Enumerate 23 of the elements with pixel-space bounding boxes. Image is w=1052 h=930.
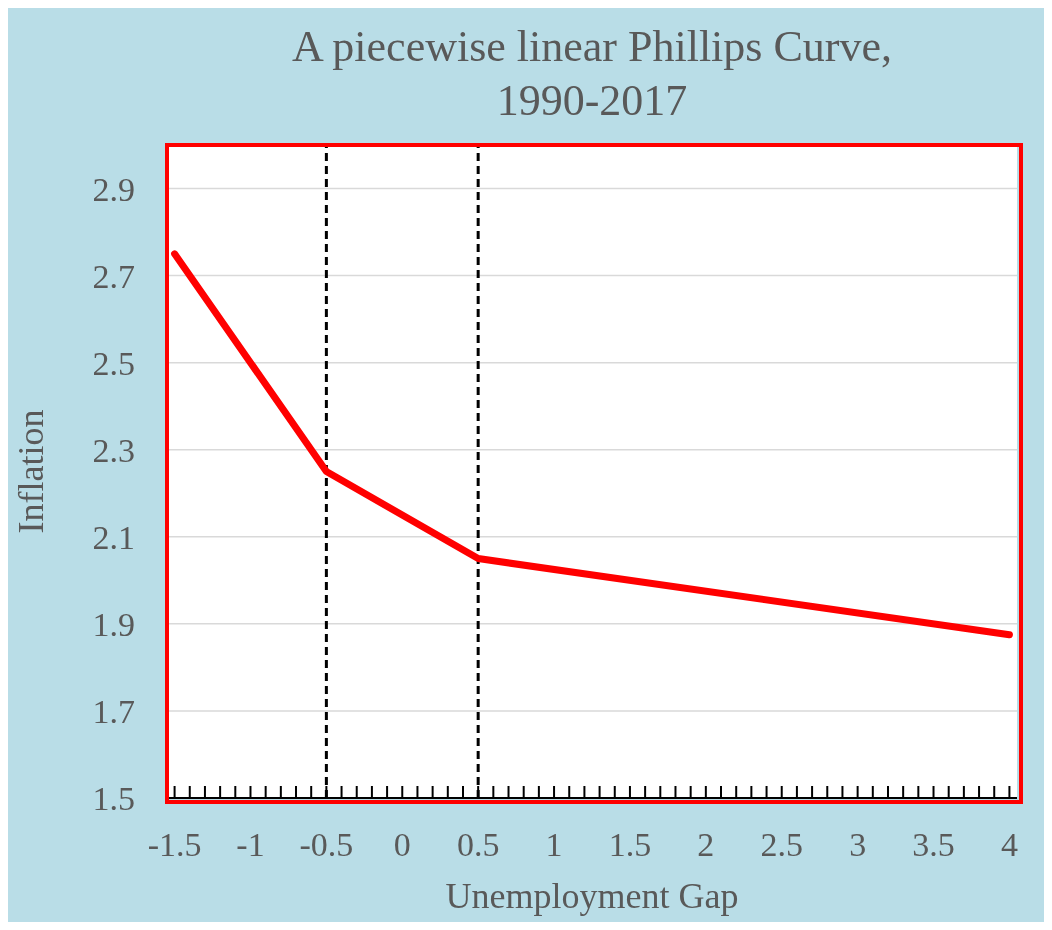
y-tick-label: 2.5 xyxy=(92,344,135,382)
x-tick-label: 0.5 xyxy=(456,826,500,863)
x-tick-label: 0 xyxy=(393,826,411,863)
chart-title: A piecewise linear Phillips Curve, 1990-2017 xyxy=(291,21,893,127)
x-tick-label: -0.5 xyxy=(299,826,354,863)
y-tick-label: 1.5 xyxy=(92,780,135,818)
x-tick-label: 4 xyxy=(1000,826,1018,863)
x-tick-label: -1 xyxy=(236,826,265,863)
y-tick-label: 1.7 xyxy=(92,693,135,730)
x-axis-title: Unemployment Gap xyxy=(445,876,739,916)
x-tick-label: 1.5 xyxy=(608,826,652,863)
x-tick-label: 1 xyxy=(545,826,563,863)
y-tick-label: 2.9 xyxy=(92,170,135,208)
x-tick-label: 2.5 xyxy=(760,826,803,863)
y-tick-label: 2.1 xyxy=(92,518,135,556)
x-tick-label: -1.5 xyxy=(147,826,202,863)
x-tick-label: 3 xyxy=(849,826,867,863)
x-tick-label: 2 xyxy=(697,826,715,863)
y-tick-label: 2.7 xyxy=(92,257,135,295)
y-tick-label: 2.3 xyxy=(92,431,135,469)
y-tick-label: 1.9 xyxy=(92,605,135,643)
x-tick-label: 3.5 xyxy=(912,826,955,863)
y-axis-title: Inflation xyxy=(10,409,51,534)
